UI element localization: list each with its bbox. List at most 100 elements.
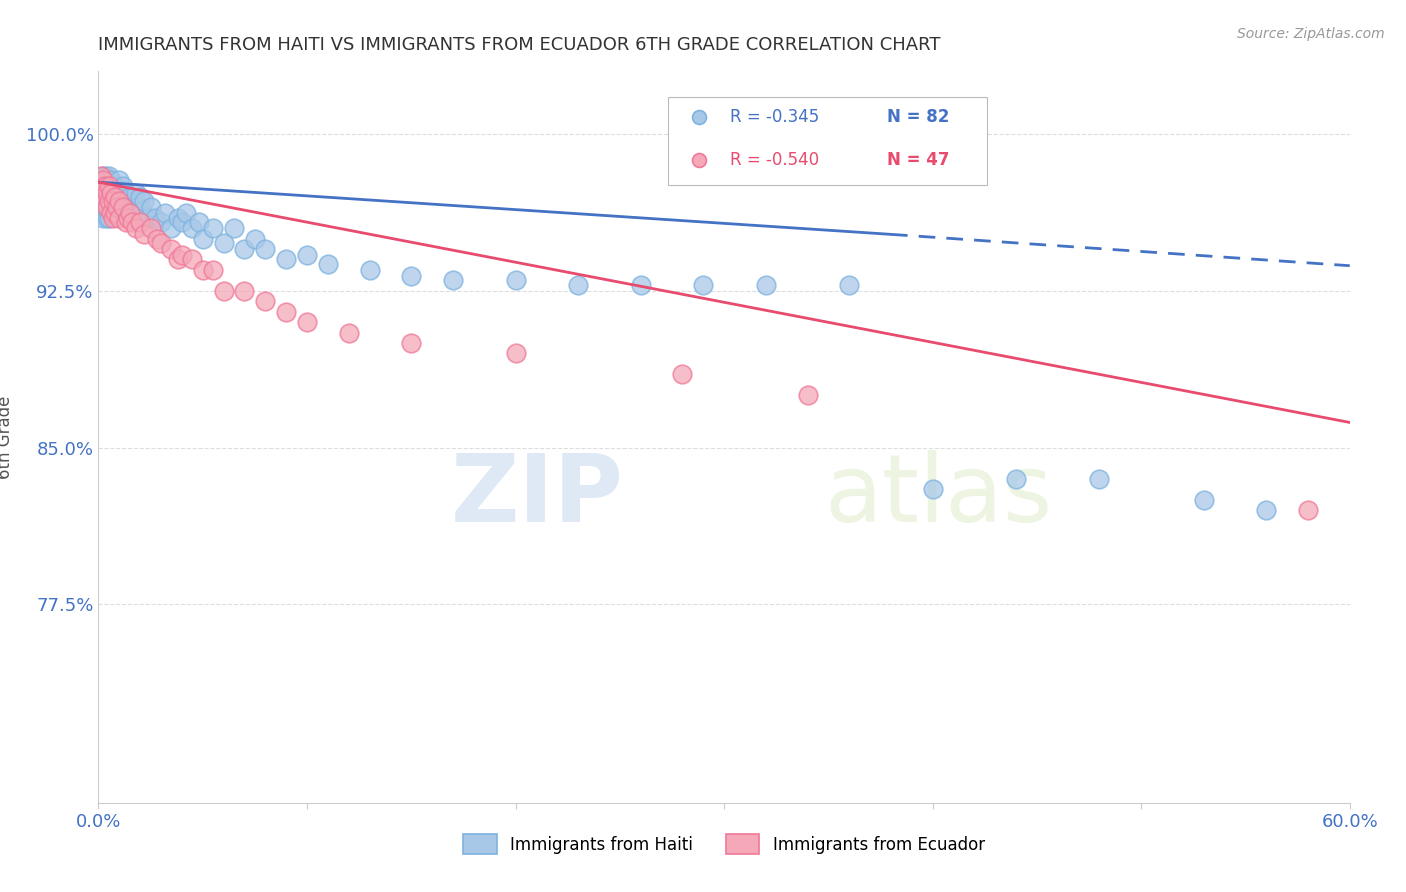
Point <box>505 346 527 360</box>
Point <box>105 200 128 214</box>
Point <box>441 273 464 287</box>
Point <box>243 231 266 245</box>
Point <box>160 242 183 256</box>
Point <box>97 200 120 214</box>
Point <box>316 257 339 271</box>
Point <box>117 200 139 214</box>
Point <box>222 221 245 235</box>
Point <box>93 169 115 183</box>
Point <box>181 221 204 235</box>
Text: R = -0.540: R = -0.540 <box>730 151 820 169</box>
Point <box>921 483 943 497</box>
Point <box>121 200 143 214</box>
Point <box>96 200 118 214</box>
Point <box>91 211 114 225</box>
Point <box>1296 503 1319 517</box>
Point <box>233 242 256 256</box>
Point <box>181 252 204 267</box>
Text: R = -0.345: R = -0.345 <box>730 109 820 127</box>
Point <box>104 190 127 204</box>
Point <box>202 221 225 235</box>
Point <box>202 263 225 277</box>
Point <box>170 215 193 229</box>
Point <box>108 200 131 214</box>
Point <box>337 326 360 340</box>
Point <box>93 194 115 208</box>
Point <box>104 179 127 194</box>
Point <box>105 186 128 200</box>
Point <box>96 186 118 200</box>
Point <box>108 194 131 208</box>
Point <box>131 204 153 219</box>
Point <box>143 211 166 225</box>
Point <box>108 211 131 225</box>
Point <box>187 215 209 229</box>
Text: IMMIGRANTS FROM HAITI VS IMMIGRANTS FROM ECUADOR 6TH GRADE CORRELATION CHART: IMMIGRANTS FROM HAITI VS IMMIGRANTS FROM… <box>98 36 941 54</box>
Legend: Immigrants from Haiti, Immigrants from Ecuador: Immigrants from Haiti, Immigrants from E… <box>457 828 991 860</box>
Point <box>89 190 111 204</box>
Point <box>146 231 169 245</box>
Point <box>1088 472 1111 486</box>
Point <box>1192 492 1215 507</box>
Point <box>150 235 173 250</box>
Point <box>191 231 214 245</box>
Point <box>274 252 298 267</box>
Point <box>174 206 197 220</box>
Point <box>295 315 318 329</box>
Point <box>692 277 714 292</box>
Point <box>110 194 132 208</box>
Text: N = 47: N = 47 <box>887 151 949 169</box>
Point <box>101 194 124 208</box>
Point <box>89 200 111 214</box>
Point <box>96 200 118 214</box>
Point <box>274 304 298 318</box>
Point <box>567 277 589 292</box>
Point <box>191 263 214 277</box>
Point <box>838 277 860 292</box>
Point <box>101 211 124 225</box>
Point <box>93 179 115 194</box>
Point <box>129 215 152 229</box>
Point <box>254 242 277 256</box>
Point <box>100 200 122 214</box>
Point <box>125 221 148 235</box>
Point <box>359 263 381 277</box>
Point <box>89 179 111 194</box>
Text: Source: ZipAtlas.com: Source: ZipAtlas.com <box>1237 27 1385 41</box>
Point <box>755 277 778 292</box>
Point <box>108 173 131 187</box>
Point <box>160 221 183 235</box>
Point <box>254 294 277 309</box>
Point <box>91 190 114 204</box>
Point <box>125 186 148 200</box>
Point <box>796 388 818 402</box>
Point <box>139 200 162 214</box>
Point <box>118 206 141 220</box>
Point <box>93 200 115 214</box>
Point <box>97 194 120 208</box>
Point <box>101 179 124 194</box>
Point <box>114 186 136 200</box>
Point <box>96 186 118 200</box>
Point <box>121 215 143 229</box>
Point <box>97 179 120 194</box>
Y-axis label: 6th Grade: 6th Grade <box>0 395 14 479</box>
Point <box>134 194 156 208</box>
Point <box>101 190 124 204</box>
Point <box>91 173 114 187</box>
Point <box>138 211 160 225</box>
FancyBboxPatch shape <box>668 97 987 185</box>
Point <box>108 186 131 200</box>
Point <box>505 273 527 287</box>
Point <box>89 169 111 183</box>
Point <box>93 190 115 204</box>
Point <box>118 190 141 204</box>
Point <box>97 179 120 194</box>
Point <box>91 200 114 214</box>
Point <box>97 169 120 183</box>
Point <box>100 186 122 200</box>
Point <box>97 190 120 204</box>
Point <box>91 179 114 194</box>
Point <box>100 206 122 220</box>
Point <box>100 186 122 200</box>
